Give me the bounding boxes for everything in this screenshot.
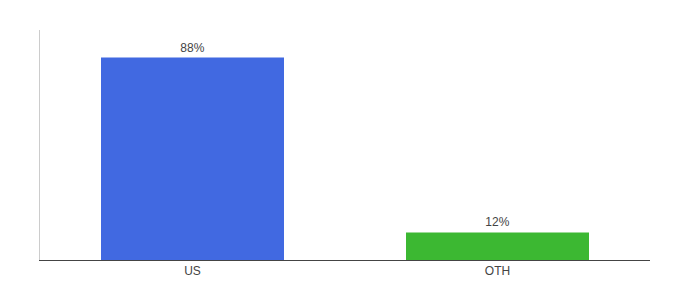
svg-text:US: US	[184, 264, 201, 278]
svg-text:OTH: OTH	[485, 264, 510, 278]
svg-text:88%: 88%	[180, 41, 204, 55]
svg-text:12%: 12%	[485, 215, 509, 229]
